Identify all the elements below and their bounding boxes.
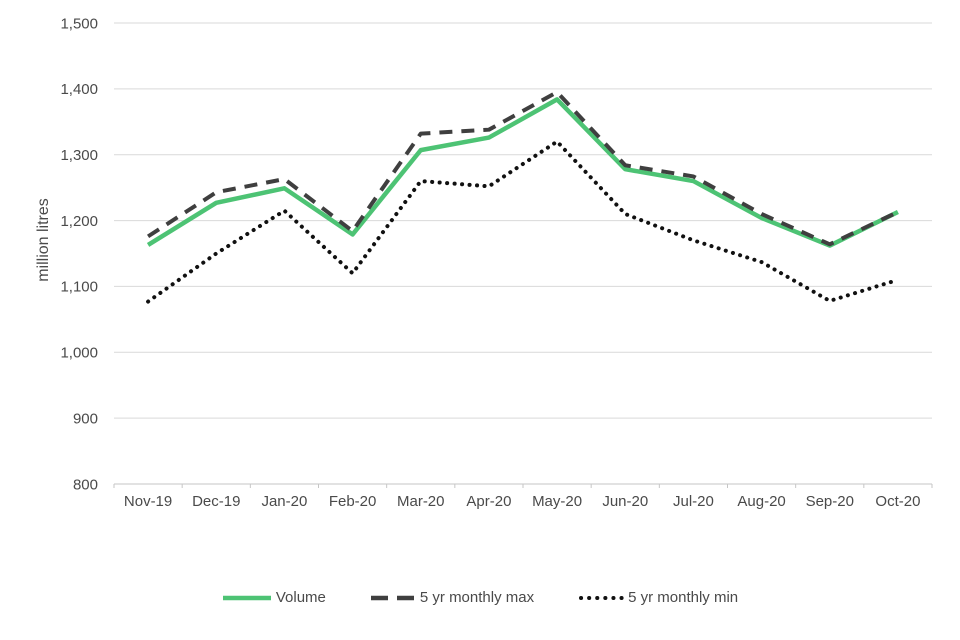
legend-item-volume: Volume xyxy=(222,589,326,606)
legend-item-min: 5 yr monthly min xyxy=(578,589,738,606)
legend-label-min: 5 yr monthly min xyxy=(628,589,739,606)
y-tick-label: 800 xyxy=(73,476,98,493)
x-tick-label: Oct-20 xyxy=(875,493,920,510)
volume-line-swatch-icon xyxy=(222,595,271,600)
x-tick-label: Nov-19 xyxy=(124,493,172,510)
volume-series-line xyxy=(146,97,899,248)
y-tick-label: 1,000 xyxy=(60,345,98,362)
x-tick-label: May-20 xyxy=(532,493,582,510)
legend-item-max: 5 yr monthly max xyxy=(370,589,534,606)
x-tick-label: Jan-20 xyxy=(261,493,307,510)
max-series-line xyxy=(146,90,899,247)
y-tick-label: 1,400 xyxy=(60,81,98,98)
legend: Volume 5 yr monthly max 5 yr monthly min xyxy=(0,589,960,606)
y-tick-label: 1,500 xyxy=(60,15,98,32)
y-tick-label: 1,200 xyxy=(60,213,98,230)
y-tick-label: 1,300 xyxy=(60,147,98,164)
x-tick-label: Aug-20 xyxy=(737,493,785,510)
legend-label-max: 5 yr monthly max xyxy=(419,589,535,606)
legend-label-volume: Volume xyxy=(275,589,326,606)
x-tick-label: Jul-20 xyxy=(673,493,714,510)
x-tick-label: Apr-20 xyxy=(466,493,511,510)
min-line-swatch-icon xyxy=(579,595,625,600)
max-line-swatch-icon xyxy=(370,595,415,600)
x-tick-label: Feb-20 xyxy=(329,493,377,510)
plot-area: 800 900 1,000 1,100 1,200 1,300 1,400 1,500 Nov-… xyxy=(60,15,933,510)
x-tick-label: Mar-20 xyxy=(397,493,445,510)
y-tick-label: 1,100 xyxy=(60,279,98,296)
min-series-line xyxy=(146,139,900,304)
x-tick-label: Dec-19 xyxy=(192,493,240,510)
y-tick-label: 900 xyxy=(73,410,98,427)
x-tick-label: Sep-20 xyxy=(806,493,854,510)
x-tick-label: Jun-20 xyxy=(602,493,648,510)
